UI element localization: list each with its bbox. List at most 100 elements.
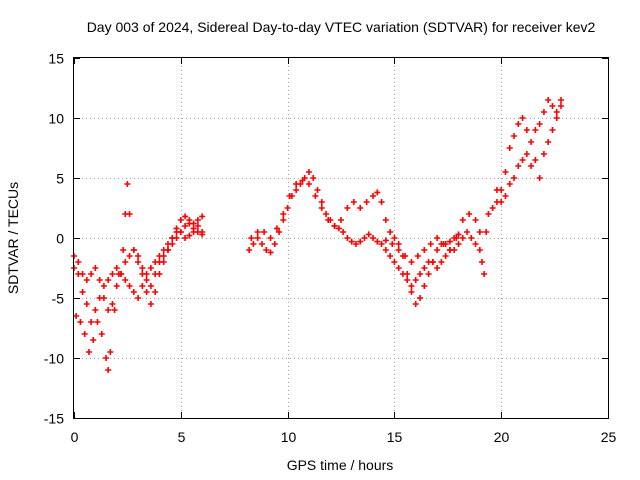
data-point [115,271,122,277]
data-point [130,289,137,295]
data-point [139,283,146,289]
data-point [79,271,86,277]
data-point [483,229,490,235]
data-point [389,241,396,247]
data-point [387,229,394,235]
data-point [459,217,466,223]
data-point [111,307,118,313]
data-point [404,277,411,283]
data-point [391,259,398,265]
data-point [348,238,355,245]
data-point [305,169,312,175]
data-point [361,235,368,241]
data-point [113,283,120,289]
data-point [126,283,133,289]
data-point [164,247,171,253]
data-point [299,177,306,184]
data-point [77,319,84,325]
data-point [310,175,317,181]
data-point [549,127,556,133]
data-points [71,97,565,373]
data-point [284,205,291,211]
data-point [85,349,92,355]
data-point [169,241,176,247]
data-point [120,247,127,253]
y-tick-label: 0 [56,231,64,247]
data-point [173,225,180,232]
data-point [280,211,287,217]
data-point [139,265,146,271]
x-axis-label: GPS time / hours [287,457,394,473]
data-point [408,283,415,289]
data-point [314,187,321,193]
data-point [81,331,88,337]
y-tick-label: -15 [44,411,64,427]
x-tick-label: 20 [494,429,510,445]
data-point [382,247,389,253]
data-point [271,241,278,247]
data-point [109,301,116,307]
data-point [318,205,325,211]
data-point [442,253,449,259]
data-point [519,157,526,163]
y-tick-label: 15 [48,51,64,67]
data-point [408,289,415,295]
data-point [404,271,411,277]
data-point [506,181,513,187]
data-point [83,277,90,283]
data-point [528,139,535,145]
data-point [370,193,377,199]
data-point [88,271,95,277]
data-point [506,145,513,151]
data-point [169,235,176,241]
data-point [370,235,377,241]
data-point [344,235,351,241]
data-point [553,109,560,115]
data-point [261,229,268,235]
data-point [519,115,526,121]
data-point [412,301,419,307]
data-point [421,265,428,271]
data-point [363,199,370,205]
plot-frame [73,57,609,419]
data-point [83,301,90,307]
data-point [395,247,402,253]
data-point [523,151,530,157]
x-tick-label: 15 [387,429,403,445]
data-point [126,211,133,217]
data-point [434,265,441,271]
data-point [73,313,80,319]
data-point [395,265,402,271]
data-point [92,265,99,271]
data-point [182,223,189,229]
data-point [100,283,107,289]
y-tick-label: 10 [48,111,64,127]
data-point [194,223,201,229]
data-point [427,241,434,247]
data-point [135,253,142,259]
data-point [515,163,522,169]
data-point [109,271,116,277]
data-point [434,235,441,241]
series-track-b [71,217,206,313]
data-point [382,217,389,223]
data-point [124,181,131,187]
chart-title: Day 003 of 2024, Sidereal Day-to-day VTE… [87,19,596,35]
data-point [135,259,142,265]
data-point [182,213,189,220]
data-point [502,193,509,199]
data-point [540,151,547,157]
data-point [425,271,432,277]
data-point [246,247,253,253]
data-point [532,157,539,163]
data-point [122,277,129,283]
series-track-e [248,177,462,307]
data-point [88,319,95,325]
data-point [182,235,189,241]
data-point [446,238,453,245]
data-point [94,319,101,325]
data-point [481,271,488,277]
data-point [528,163,535,169]
data-point [478,259,485,265]
